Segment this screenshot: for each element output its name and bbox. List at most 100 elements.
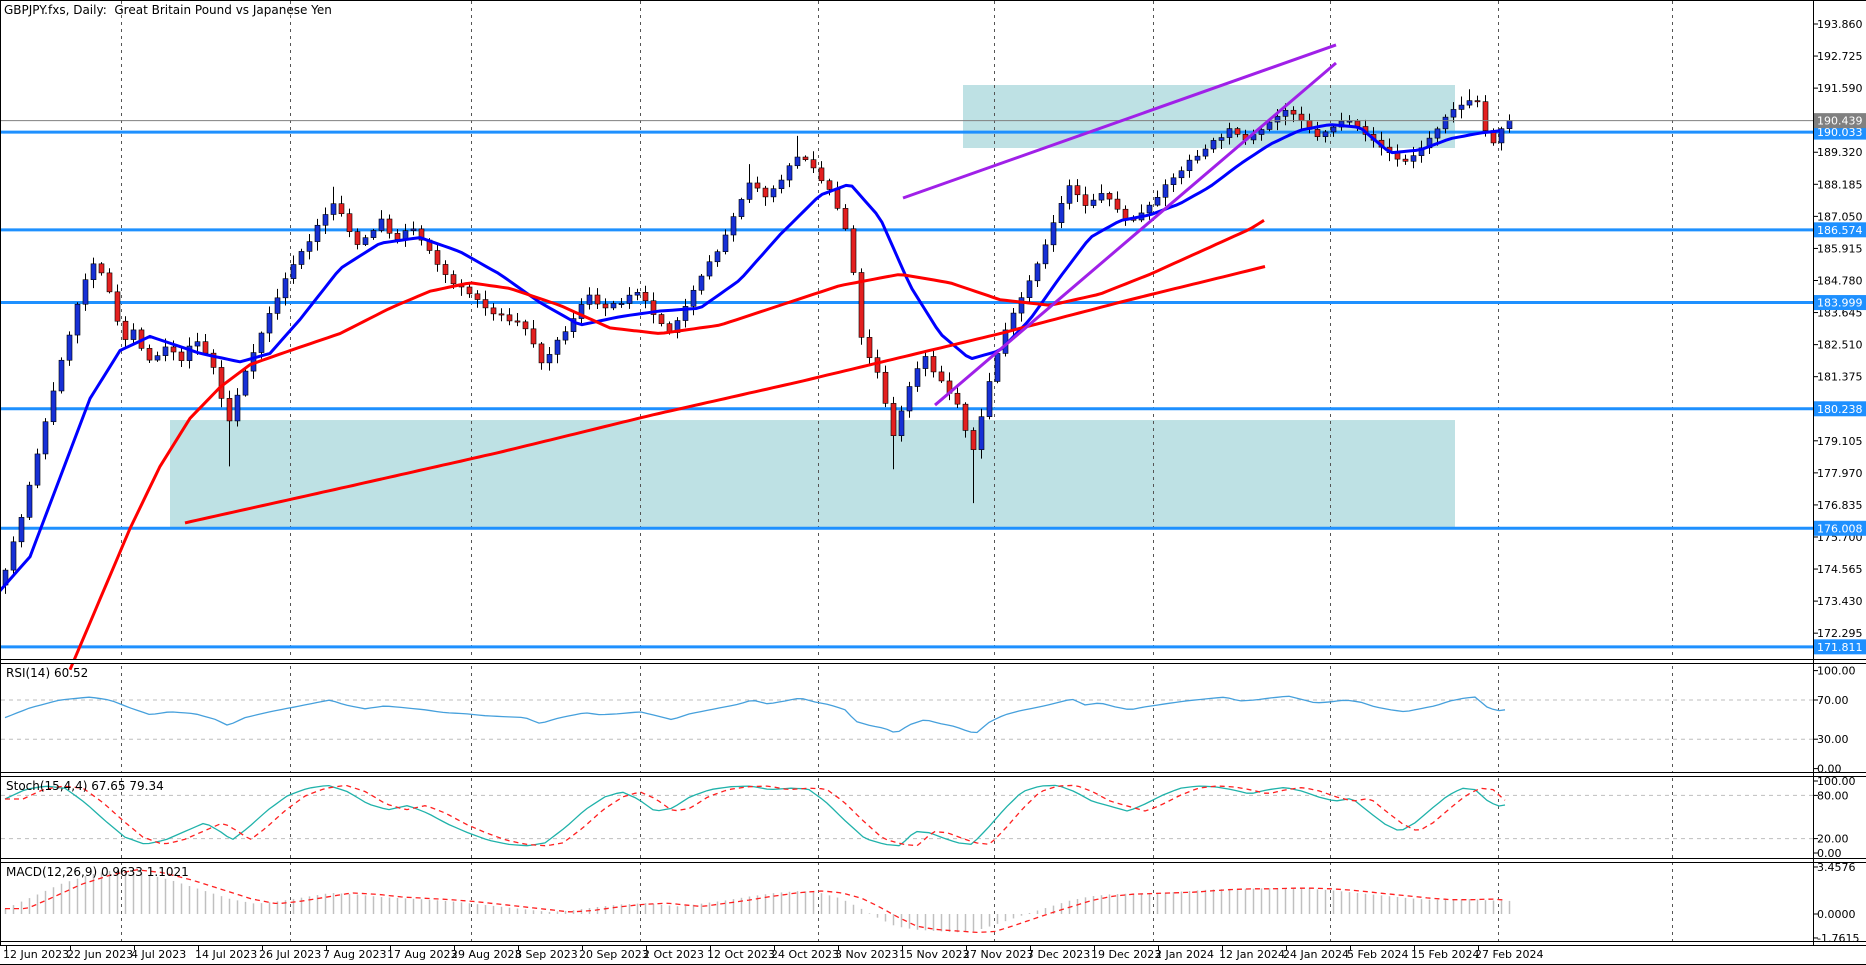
- candle[interactable]: [474, 293, 481, 300]
- candle[interactable]: [962, 403, 969, 431]
- candle[interactable]: [1506, 120, 1513, 129]
- candle[interactable]: [834, 189, 841, 209]
- zone-rect[interactable]: [170, 420, 1455, 529]
- candle[interactable]: [82, 279, 89, 305]
- candle[interactable]: [690, 289, 697, 307]
- candle[interactable]: [42, 421, 49, 455]
- candle[interactable]: [658, 314, 665, 324]
- candle[interactable]: [1226, 128, 1233, 138]
- candle[interactable]: [1234, 128, 1241, 135]
- candle[interactable]: [786, 165, 793, 181]
- candle[interactable]: [1026, 280, 1033, 298]
- candle[interactable]: [1274, 116, 1281, 123]
- candle[interactable]: [682, 306, 689, 321]
- candle[interactable]: [1154, 196, 1161, 206]
- candle[interactable]: [130, 329, 137, 340]
- ma-slow-red[interactable]: [184, 265, 1266, 525]
- candle[interactable]: [594, 294, 601, 305]
- candle[interactable]: [1106, 193, 1113, 200]
- candle[interactable]: [1018, 297, 1025, 314]
- candle[interactable]: [410, 228, 417, 231]
- candle[interactable]: [1210, 140, 1217, 150]
- candle[interactable]: [290, 264, 297, 279]
- candle[interactable]: [58, 359, 65, 392]
- horizontal-level-lines[interactable]: [0, 130, 1813, 649]
- candle[interactable]: [258, 332, 265, 353]
- candle[interactable]: [970, 430, 977, 450]
- candle[interactable]: [890, 403, 897, 437]
- candle[interactable]: [490, 307, 497, 315]
- candle[interactable]: [1322, 131, 1329, 137]
- candle[interactable]: [1170, 177, 1177, 185]
- candle[interactable]: [778, 179, 785, 190]
- candle[interactable]: [146, 348, 153, 361]
- candle[interactable]: [930, 356, 937, 373]
- candle[interactable]: [106, 272, 113, 293]
- candle[interactable]: [794, 156, 801, 167]
- candle[interactable]: [706, 261, 713, 277]
- candle[interactable]: [914, 368, 921, 387]
- candle[interactable]: [602, 303, 609, 309]
- candle[interactable]: [802, 156, 809, 160]
- candle[interactable]: [1010, 312, 1017, 331]
- candle[interactable]: [450, 274, 457, 285]
- candle[interactable]: [626, 294, 633, 304]
- candle[interactable]: [306, 241, 313, 252]
- candle[interactable]: [1450, 109, 1457, 118]
- candle[interactable]: [522, 321, 529, 330]
- candle[interactable]: [546, 354, 553, 364]
- candle[interactable]: [938, 371, 945, 382]
- candle[interactable]: [202, 341, 209, 354]
- candle[interactable]: [442, 264, 449, 275]
- candle[interactable]: [1066, 185, 1073, 204]
- candle[interactable]: [338, 203, 345, 215]
- candle[interactable]: [194, 341, 201, 347]
- candle[interactable]: [994, 353, 1001, 382]
- candle[interactable]: [162, 346, 169, 356]
- candle[interactable]: [738, 199, 745, 217]
- candle[interactable]: [570, 318, 577, 332]
- candle[interactable]: [1474, 100, 1481, 103]
- candle[interactable]: [1202, 148, 1209, 157]
- candle[interactable]: [754, 182, 761, 189]
- candle[interactable]: [122, 320, 129, 340]
- candle[interactable]: [74, 303, 81, 336]
- candle[interactable]: [186, 345, 193, 361]
- candle[interactable]: [1298, 113, 1305, 121]
- candle[interactable]: [50, 390, 57, 423]
- candle[interactable]: [1442, 116, 1449, 130]
- candle[interactable]: [722, 234, 729, 252]
- candle[interactable]: [1466, 100, 1473, 106]
- candle[interactable]: [346, 213, 353, 232]
- candle[interactable]: [18, 517, 25, 543]
- candle[interactable]: [154, 355, 161, 361]
- candle[interactable]: [1410, 155, 1417, 162]
- candle[interactable]: [394, 232, 401, 240]
- candle[interactable]: [1098, 193, 1105, 201]
- candle[interactable]: [1434, 128, 1441, 139]
- candle[interactable]: [538, 343, 545, 364]
- candle[interactable]: [482, 299, 489, 309]
- candle[interactable]: [226, 398, 233, 422]
- candle[interactable]: [698, 275, 705, 291]
- candle[interactable]: [26, 484, 33, 518]
- candle[interactable]: [554, 339, 561, 355]
- candle[interactable]: [1074, 185, 1081, 196]
- candle[interactable]: [714, 251, 721, 263]
- candle[interactable]: [178, 351, 185, 361]
- candle[interactable]: [746, 182, 753, 200]
- candle[interactable]: [578, 304, 585, 319]
- candle[interactable]: [1290, 109, 1297, 115]
- candle[interactable]: [242, 370, 249, 396]
- candle[interactable]: [586, 294, 593, 305]
- candle[interactable]: [1258, 129, 1265, 135]
- candle[interactable]: [274, 297, 281, 314]
- trendlines[interactable]: [902, 43, 1337, 407]
- candle[interactable]: [282, 278, 289, 299]
- candle[interactable]: [1178, 170, 1185, 179]
- candle[interactable]: [762, 187, 769, 198]
- candle[interactable]: [882, 371, 889, 404]
- candle[interactable]: [1090, 199, 1097, 206]
